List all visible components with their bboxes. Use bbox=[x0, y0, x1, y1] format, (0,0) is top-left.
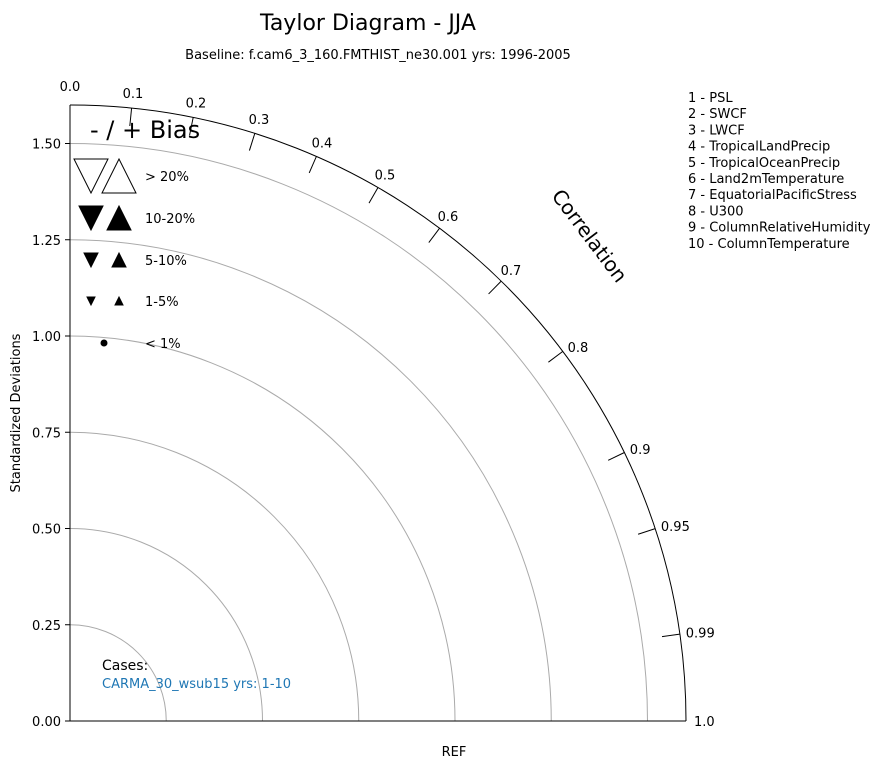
corr-tick-label: 0.1 bbox=[123, 87, 144, 102]
std-arc bbox=[69, 528, 263, 722]
correlation-label: Correlation bbox=[547, 185, 633, 288]
variable-label: 5 - TropicalOceanPrecip bbox=[688, 156, 840, 171]
corr-tick-label: 1.0 bbox=[694, 715, 715, 730]
corr-tick bbox=[368, 187, 379, 204]
bias-marker-up bbox=[106, 204, 132, 231]
std-arc bbox=[69, 431, 360, 722]
x-axis-label: REF bbox=[442, 745, 467, 760]
corr-tick-label: 0.4 bbox=[312, 137, 333, 152]
corr-tick bbox=[548, 350, 564, 363]
chart-subtitle: Baseline: f.cam6_3_160.FMTHIST_ne30.001 … bbox=[185, 48, 571, 63]
axes bbox=[69, 104, 687, 722]
bias-legend: - / + Bias > 20% 10-20% 5-10% 1-5% < 1% bbox=[73, 116, 200, 352]
case-label: CARMA_30_wsub15 yrs: 1-10 bbox=[102, 677, 291, 692]
outer-arc bbox=[69, 104, 687, 722]
variable-label: 2 - SWCF bbox=[688, 107, 747, 122]
variable-label: 6 - Land2mTemperature bbox=[688, 172, 844, 187]
corr-tick-label: 0.3 bbox=[249, 113, 270, 128]
bias-legend-label: > 20% bbox=[145, 170, 189, 185]
std-tick-label: 1.00 bbox=[32, 330, 61, 345]
corr-tick-label: 0.95 bbox=[661, 520, 690, 535]
bias-marker-up bbox=[101, 157, 137, 194]
cases-legend: Cases: CARMA_30_wsub15 yrs: 1-10 bbox=[102, 658, 291, 692]
corr-tick-label: 0.8 bbox=[568, 341, 589, 356]
std-arc bbox=[69, 335, 456, 722]
variable-label: 4 - TropicalLandPrecip bbox=[688, 140, 830, 155]
bias-marker-down bbox=[78, 205, 104, 232]
bias-legend-label: 1-5% bbox=[145, 295, 179, 310]
cases-title: Cases: bbox=[102, 658, 148, 674]
variable-label: 9 - ColumnRelativeHumidity bbox=[688, 221, 871, 236]
variable-label: 7 - EquatorialPacificStress bbox=[688, 188, 857, 203]
corr-tick bbox=[661, 633, 680, 638]
variable-label: 8 - U300 bbox=[688, 204, 744, 219]
std-arc bbox=[69, 143, 648, 722]
bias-legend-label: < 1% bbox=[145, 337, 181, 352]
bias-marker-down bbox=[86, 296, 96, 307]
std-tick-label: 0.25 bbox=[32, 619, 61, 634]
corr-tick-label: 0.2 bbox=[186, 97, 207, 112]
variable-label: 1 - PSL bbox=[688, 91, 733, 106]
std-arcs bbox=[69, 143, 648, 722]
std-arc bbox=[69, 624, 167, 722]
corr-tick bbox=[637, 528, 656, 535]
corr-tick-label: 0.9 bbox=[630, 443, 651, 458]
std-arc bbox=[69, 239, 552, 722]
std-tick-label: 0.75 bbox=[32, 426, 61, 441]
variable-label: 10 - ColumnTemperature bbox=[688, 237, 850, 252]
std-tick-label: 1.50 bbox=[32, 138, 61, 153]
correlation-ticks: 0.0 0.1 0.2 0.3 0.4 0.5 0.6 0.7 0.8 0.9 0.95 0.99 1.… bbox=[60, 80, 715, 730]
bias-marker-down bbox=[83, 252, 99, 269]
chart-title: Taylor Diagram - JJA bbox=[259, 11, 476, 36]
corr-tick bbox=[428, 227, 441, 243]
bias-legend-title: - / + Bias bbox=[90, 116, 200, 144]
bias-marker-up bbox=[114, 295, 124, 306]
corr-tick bbox=[248, 133, 256, 151]
std-tick-label: 0.00 bbox=[32, 715, 61, 730]
corr-tick-label: 0.99 bbox=[686, 626, 715, 641]
corr-tick-label: 0.0 bbox=[60, 80, 81, 95]
bias-marker-up bbox=[111, 251, 127, 268]
corr-tick-label: 0.7 bbox=[501, 264, 522, 279]
corr-tick bbox=[129, 108, 133, 127]
corr-tick bbox=[308, 156, 317, 174]
corr-tick bbox=[189, 117, 194, 136]
bias-legend-label: 5-10% bbox=[145, 254, 187, 269]
bias-legend-label: 10-20% bbox=[145, 212, 195, 227]
corr-tick-label: 0.6 bbox=[438, 210, 459, 225]
corr-tick-label: 0.5 bbox=[375, 168, 396, 183]
std-tick-label: 0.50 bbox=[32, 523, 61, 538]
bias-marker-down bbox=[73, 158, 109, 195]
std-ticks: 0.00 0.25 0.50 0.75 1.00 1.25 1.50 bbox=[32, 138, 70, 730]
corr-tick bbox=[488, 280, 502, 295]
std-tick-label: 1.25 bbox=[32, 234, 61, 249]
y-axis-label: Standardized Deviations bbox=[9, 333, 24, 492]
bias-marker-dot bbox=[100, 339, 108, 347]
corr-tick bbox=[607, 452, 625, 461]
variable-label: 3 - LWCF bbox=[688, 123, 745, 138]
